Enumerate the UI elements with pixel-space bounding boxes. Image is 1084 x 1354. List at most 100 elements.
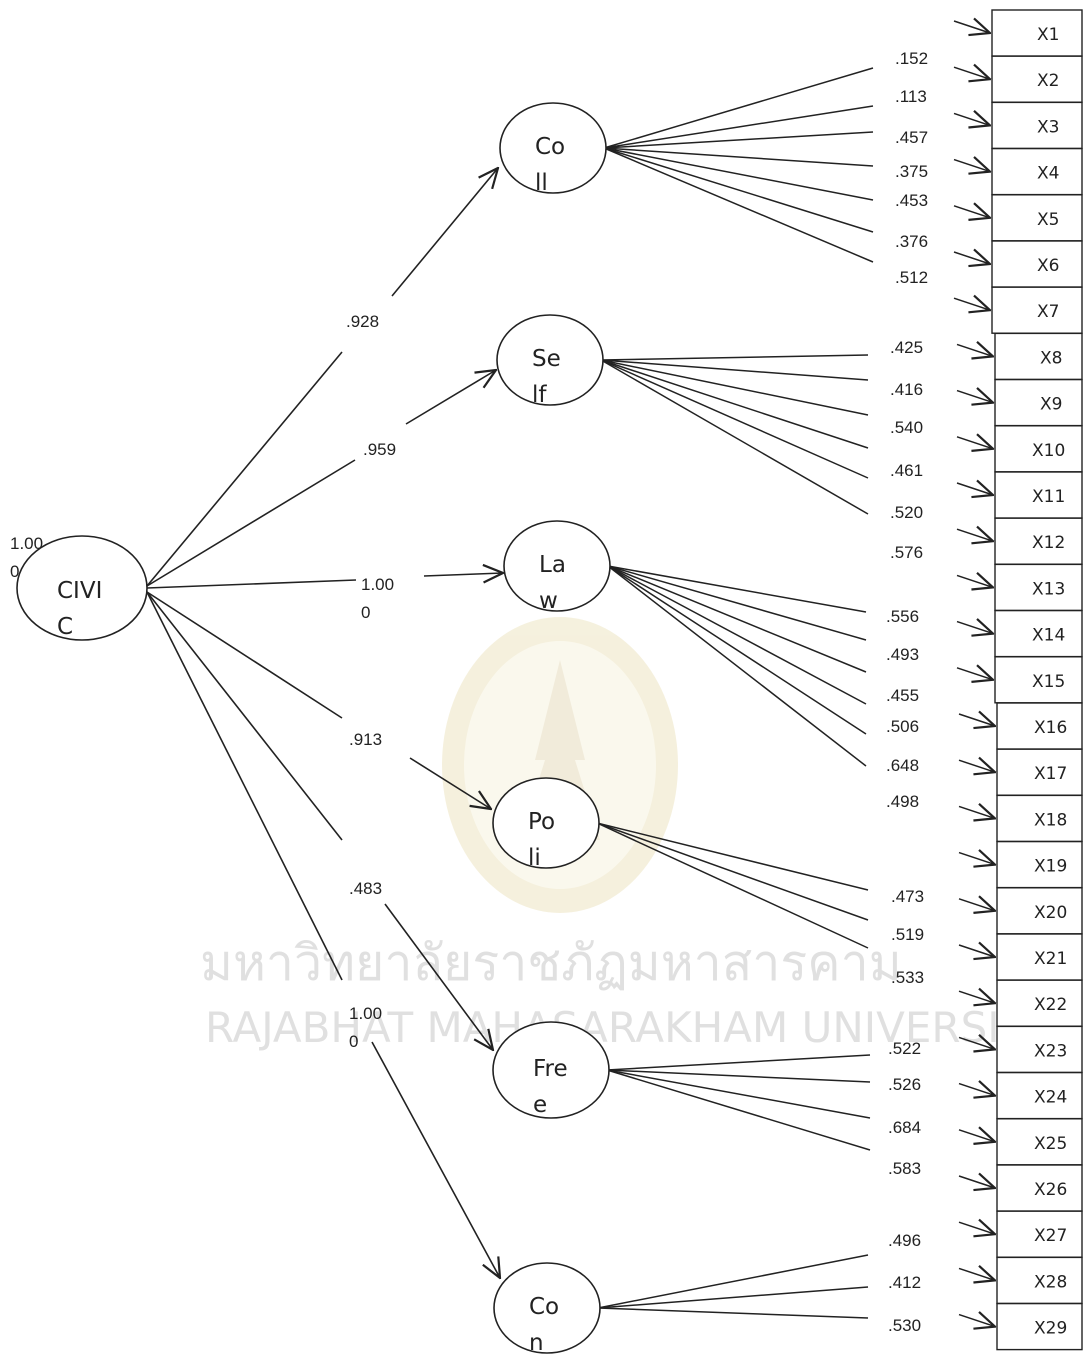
item-loading: .412 [888, 1273, 921, 1292]
item-path-line [607, 565, 867, 673]
item-loading: .530 [888, 1316, 921, 1335]
item-path-line [600, 359, 869, 479]
indicator-label: X23 [1034, 1041, 1067, 1061]
error-arrow [953, 206, 990, 218]
law-label: w [539, 588, 558, 614]
error-arrow [953, 298, 990, 310]
item-loading: .113 [895, 87, 927, 106]
item-path-line [596, 822, 869, 949]
item-loading: .496 [888, 1231, 921, 1250]
indicator-label: X27 [1034, 1226, 1067, 1246]
indicator-box [996, 1256, 1083, 1305]
indicator-box [994, 332, 1083, 381]
root-path-line [391, 168, 498, 297]
indicator-label: X19 [1034, 857, 1067, 877]
coefficient-labels: 1.00 0 .928 .959 1.00 0 .913 .483 1.00 0 .152 .113.… [10, 49, 928, 1335]
factor-loading: .928 [346, 312, 379, 331]
error-arrow [958, 1037, 995, 1049]
item-loading: .455 [886, 686, 919, 705]
item-path-line [600, 359, 869, 381]
indicator-label: X26 [1034, 1180, 1067, 1200]
item-path-line [600, 359, 869, 449]
error-arrow [958, 806, 995, 818]
indicator-label: X12 [1032, 533, 1065, 553]
item-path-line [596, 822, 869, 891]
error-arrow [956, 575, 993, 587]
item-loading: .540 [890, 418, 923, 437]
root-path-line [146, 579, 357, 589]
coll-ellipse [499, 102, 607, 194]
indicator-label: X11 [1032, 487, 1065, 507]
item-loading: .453 [895, 191, 928, 210]
coll-label: Co [535, 134, 565, 160]
indicator-box [996, 1210, 1083, 1258]
poli-label: Po [528, 809, 555, 835]
indicator-box [991, 286, 1083, 334]
error-arrow [958, 1130, 995, 1142]
indicator-label: X8 [1040, 348, 1062, 368]
error-arrow [958, 991, 995, 1003]
indicator-box [991, 9, 1083, 57]
item-path-line [603, 147, 874, 263]
free-ellipse [492, 1021, 610, 1119]
error-arrow [958, 714, 995, 726]
indicator-box [994, 378, 1083, 427]
indicator-box [996, 979, 1083, 1027]
indicator-label: X25 [1034, 1134, 1067, 1154]
item-path-line [603, 147, 874, 233]
factor-loading: 1.00 [361, 575, 394, 594]
error-arrow [953, 113, 990, 125]
factor-loading: 1.00 [349, 1004, 382, 1023]
item-loading: .512 [895, 268, 928, 287]
civic-variance: 1.00 [10, 534, 43, 553]
item-loading: .473 [891, 887, 924, 906]
item-loading: .457 [895, 128, 928, 147]
indicator-box [991, 147, 1083, 196]
indicator-box [996, 933, 1083, 981]
item-path-line [607, 565, 867, 767]
root-path-line [371, 1041, 500, 1278]
root-path-line [146, 351, 343, 587]
indicator-label: X28 [1034, 1272, 1067, 1292]
item-path-line [597, 1307, 869, 1319]
item-loading: .493 [886, 645, 919, 664]
item-path-line [596, 822, 869, 921]
indicator-label: X16 [1034, 718, 1067, 738]
indicator-box [996, 840, 1083, 889]
item-loading: .533 [891, 968, 924, 987]
indicator-box [996, 1118, 1083, 1166]
indicator-boxes: X1 X2 X3 X4 X5 X6 X7 X8 X9 X10 X11 X12 X13 X14 X15 X16 X… [991, 9, 1083, 1351]
self-ellipse [496, 314, 604, 406]
item-path-line [600, 359, 869, 515]
error-arrow [958, 1176, 995, 1188]
self-label: lf [532, 382, 547, 408]
latent-variables: CIVI C Co ll Se lf La w Po li Fre e Co n [16, 102, 611, 1354]
error-arrow [956, 529, 993, 541]
free-label: e [533, 1092, 547, 1118]
root-path-line [423, 573, 503, 576]
item-loading: .520 [890, 503, 923, 522]
error-arrow [958, 853, 995, 865]
error-arrow [958, 1315, 995, 1327]
watermark-english-text: RAJABHAT MAHASARAKHAM UNIVERSITY [205, 1003, 1051, 1052]
error-arrow [953, 21, 990, 33]
item-loading: .583 [888, 1159, 921, 1178]
factor-loading: 0 [349, 1032, 358, 1051]
item-loading: .498 [886, 792, 919, 811]
factor-loading: .913 [349, 730, 382, 749]
item-path-line [606, 1054, 871, 1071]
root-path-line [146, 459, 356, 587]
law-ellipse [503, 520, 611, 612]
error-arrow [956, 391, 993, 403]
con-label: n [529, 1330, 544, 1354]
item-loading: .684 [888, 1118, 921, 1137]
indicator-box [996, 1025, 1083, 1074]
root-path-line [146, 591, 343, 981]
item-path-line [603, 131, 874, 149]
item-path-line [603, 67, 874, 149]
item-loading: .416 [890, 380, 923, 399]
item-path-line [607, 565, 867, 735]
indicator-label: X15 [1032, 672, 1065, 692]
indicator-label: X14 [1032, 626, 1065, 646]
error-arrow [956, 483, 993, 495]
